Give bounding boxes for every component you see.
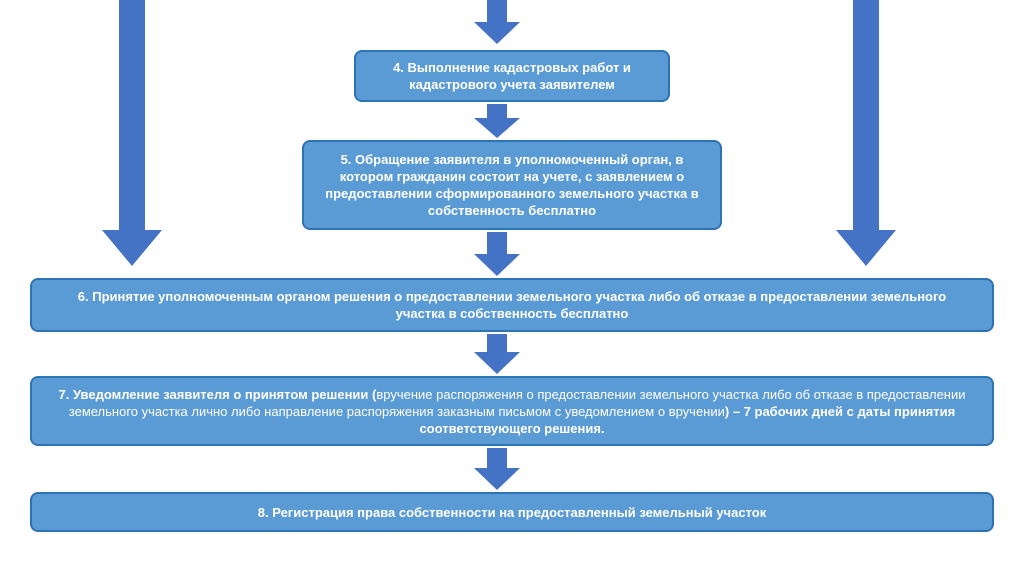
flowchart-node-text: 7. Уведомление заявителя о принятом реше…	[54, 386, 970, 437]
arrow-down-icon	[474, 334, 520, 374]
flowchart-node: 4. Выполнение кадастровых работ и кадаст…	[354, 50, 670, 102]
flowchart-node-text: 5. Обращение заявителя в уполномоченный …	[318, 151, 706, 219]
flowchart-node: 5. Обращение заявителя в уполномоченный …	[302, 140, 722, 230]
flowchart-node-text: 6. Принятие уполномоченным органом решен…	[52, 288, 972, 322]
flowchart-node: 8. Регистрация права собственности на пр…	[30, 492, 994, 532]
arrow-down-icon	[474, 104, 520, 138]
arrow-down-icon	[102, 0, 162, 266]
arrow-down-icon	[474, 232, 520, 276]
flowchart-stage: 4. Выполнение кадастровых работ и кадаст…	[0, 0, 1024, 576]
flowchart-node: 6. Принятие уполномоченным органом решен…	[30, 278, 994, 332]
flowchart-node: 7. Уведомление заявителя о принятом реше…	[30, 376, 994, 446]
arrow-down-icon	[474, 0, 520, 44]
arrow-down-icon	[836, 0, 896, 266]
arrow-down-icon	[474, 448, 520, 490]
flowchart-node-text: 4. Выполнение кадастровых работ и кадаст…	[366, 59, 658, 93]
flowchart-node-text: 8. Регистрация права собственности на пр…	[258, 504, 766, 521]
